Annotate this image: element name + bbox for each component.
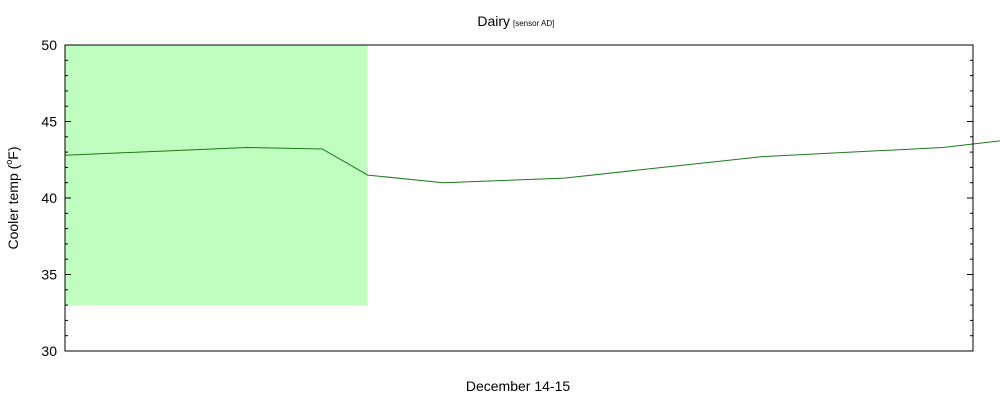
y-axis-label-part: Cooler temp ( bbox=[5, 164, 21, 249]
x-axis-label: December 14-15 bbox=[466, 378, 570, 394]
y-axis-label-part: F) bbox=[5, 146, 21, 159]
y-axis-label-degree: o bbox=[4, 160, 14, 165]
y-tick-label: 40 bbox=[41, 190, 57, 206]
acceptable-range-band bbox=[65, 45, 368, 306]
y-tick-label: 50 bbox=[41, 37, 57, 53]
y-tick-label: 30 bbox=[41, 343, 57, 359]
chart-title: Dairy bbox=[477, 13, 510, 29]
axes: 303540455008:0012:0016:0020:0000:0004:00 bbox=[41, 37, 974, 359]
acceptable-range-layer bbox=[65, 45, 368, 306]
y-tick-label: 45 bbox=[41, 114, 57, 130]
chart-subtitle: [sensor AD] bbox=[513, 19, 554, 28]
y-axis-label: Cooler temp (oF) bbox=[4, 146, 21, 249]
y-tick-label: 35 bbox=[41, 267, 57, 283]
